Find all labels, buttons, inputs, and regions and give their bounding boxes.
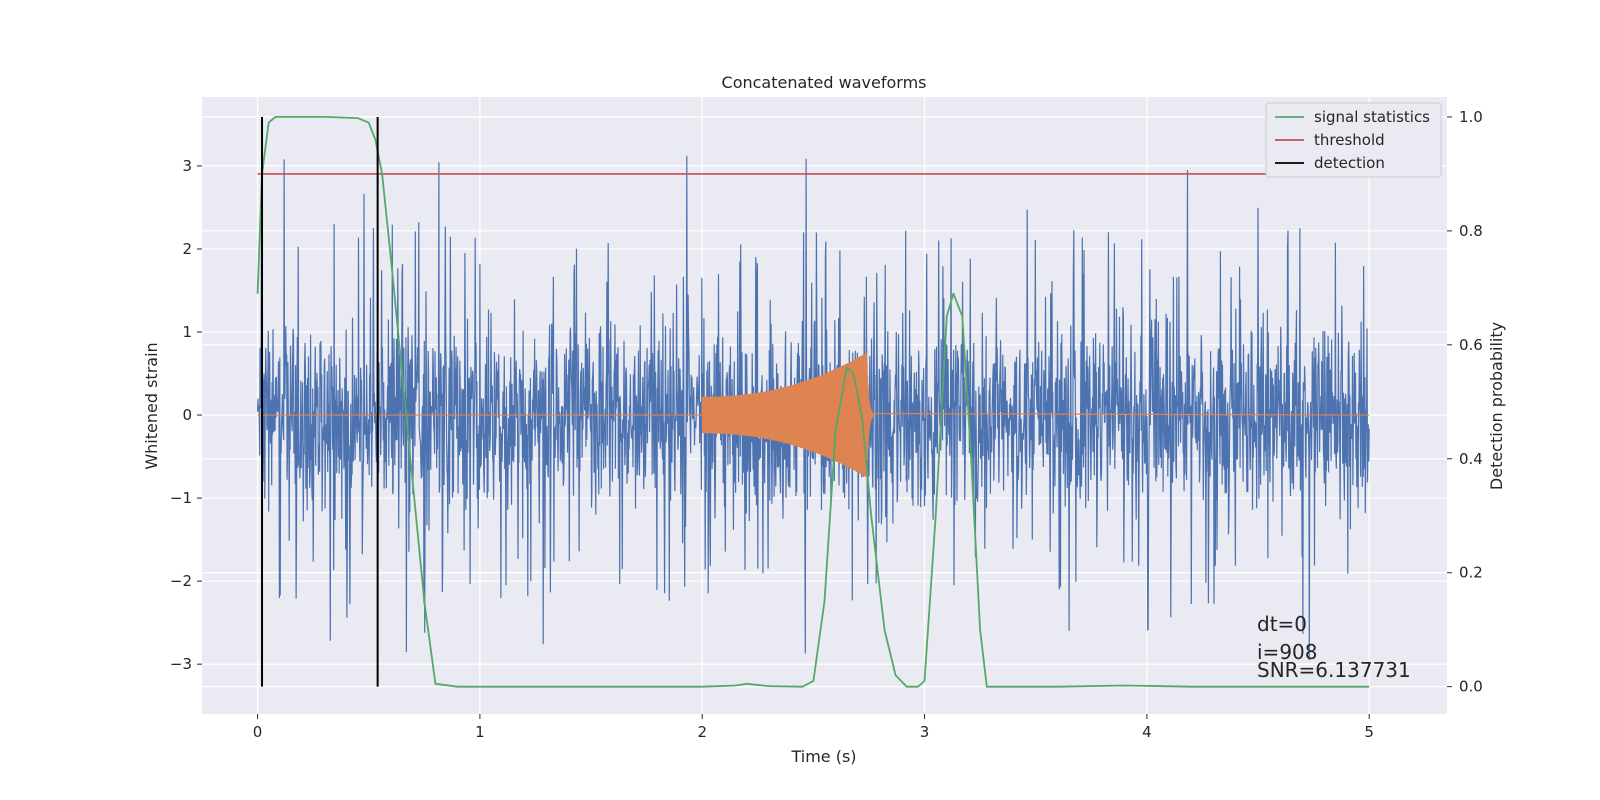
annotation-index: i=908: [1257, 640, 1318, 664]
annotation-dt: dt=0: [1257, 612, 1307, 636]
legend-label-threshold: threshold: [1314, 131, 1385, 149]
y-right-tick-label: 0.6: [1459, 336, 1483, 354]
y-left-tick-label: −3: [170, 655, 192, 673]
x-tick-label: 0: [253, 723, 263, 741]
y-left-tick-label: 3: [182, 157, 192, 175]
x-axis-label: Time (s): [790, 747, 856, 766]
y-left-tick-label: −1: [170, 489, 192, 507]
x-tick-label: 1: [475, 723, 485, 741]
annotation-snr: SNR=6.137731: [1257, 658, 1411, 682]
x-tick-label: 3: [920, 723, 930, 741]
y-right-tick-label: 0.0: [1459, 678, 1483, 696]
chart-title: Concatenated waveforms: [722, 73, 927, 92]
x-tick-label: 2: [697, 723, 707, 741]
y-right-tick-label: 0.2: [1459, 564, 1483, 582]
y-left-tick-label: 1: [182, 323, 192, 341]
y-right-tick-label: 0.8: [1459, 222, 1483, 240]
legend-box: [1265, 102, 1442, 178]
series-layer: [256, 116, 1392, 688]
y-right-tick-label: 0.4: [1459, 450, 1483, 468]
y-axis-label-right: Detection probability: [1487, 322, 1506, 490]
y-axis-label-left: Whitened strain: [142, 342, 161, 469]
x-tick-label: 5: [1364, 723, 1374, 741]
y-left-tick-label: 0: [182, 406, 192, 424]
y-left-tick-label: −2: [170, 572, 192, 590]
series-strain-noise: [257, 155, 1370, 661]
legend-label-detection: detection: [1314, 154, 1385, 172]
y-right-tick-label: 1.0: [1459, 108, 1483, 126]
y-left-tick-label: 2: [182, 240, 192, 258]
legend: signal statistics threshold detection: [1265, 102, 1442, 178]
ticks: 0 1 2 3 4 5 −3 −2 −1 0 1 2 3 0.0 0.2 0.4 0.6 0.8 1.0: [170, 108, 1483, 741]
legend-label-signal-statistics: signal statistics: [1314, 108, 1430, 126]
series-signal-statistics: [256, 116, 1370, 688]
x-tick-label: 4: [1142, 723, 1152, 741]
